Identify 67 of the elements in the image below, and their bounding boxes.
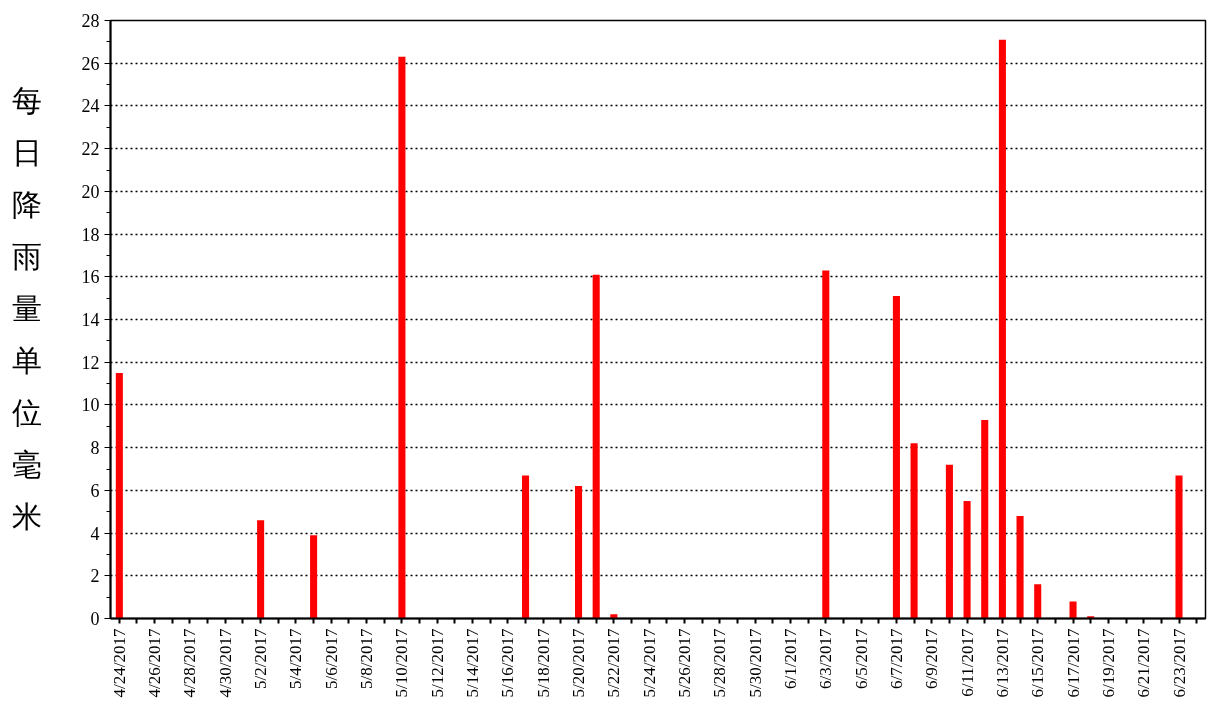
x-tick-label: 6/17/2017 (1063, 628, 1083, 698)
x-tick-label: 6/11/2017 (957, 628, 977, 697)
y-tick-label: 22 (81, 139, 100, 160)
x-tick-label: 5/12/2017 (427, 628, 447, 698)
bar (522, 475, 530, 619)
x-tick-label: 6/23/2017 (1169, 628, 1189, 698)
bar (1016, 515, 1024, 619)
x-tick-label: 5/10/2017 (392, 628, 412, 698)
text: 每日降雨量单位毫米 (12, 83, 42, 534)
x-tick-label: 5/18/2017 (533, 628, 553, 698)
bar (610, 614, 618, 619)
x-tick-label: 4/30/2017 (215, 628, 235, 698)
y-tick-label: 0 (90, 609, 100, 629)
x-tick-label: 5/16/2017 (498, 628, 518, 698)
x-tick-label: 4/28/2017 (180, 628, 200, 698)
x-tick-label: 4/26/2017 (145, 628, 165, 698)
bar (1069, 601, 1077, 619)
x-tick-label: 6/21/2017 (1134, 628, 1154, 698)
bar (592, 274, 600, 619)
x-tick-label: 6/5/2017 (851, 628, 871, 689)
y-tick-label: 2 (90, 566, 100, 587)
x-tick-label: 5/28/2017 (710, 628, 730, 698)
y-tick-label: 12 (81, 352, 100, 373)
x-tick-label: 5/14/2017 (463, 628, 483, 698)
x-tick-label: 6/9/2017 (922, 628, 942, 689)
bar (1087, 616, 1095, 619)
y-tick-label: 6 (90, 480, 100, 501)
bar (981, 419, 989, 619)
y-tick-label: 10 (81, 395, 100, 416)
bar (945, 464, 953, 619)
y-tick-label: 20 (81, 181, 100, 202)
y-tick-label: 4 (90, 523, 100, 544)
bar (892, 296, 900, 619)
y-tick-label: 14 (81, 310, 100, 330)
bar (574, 486, 583, 619)
y-tick-label: 18 (81, 224, 100, 245)
x-tick-label: 5/24/2017 (639, 628, 659, 698)
x-tick-label: 5/30/2017 (745, 628, 765, 698)
x-tick-label: 6/19/2017 (1098, 628, 1118, 698)
bar (822, 270, 830, 619)
x-tick-label: 5/22/2017 (604, 628, 624, 698)
x-tick-label: 5/4/2017 (286, 628, 306, 689)
bar (1175, 475, 1183, 619)
bar (910, 443, 918, 619)
y-tick-label: 16 (81, 267, 100, 288)
x-tick-label: 6/15/2017 (1028, 628, 1048, 698)
x-tick-label: 5/6/2017 (321, 628, 341, 689)
bar (998, 39, 1006, 619)
x-tick-label: 6/13/2017 (992, 628, 1012, 698)
x-tick-label: 5/2/2017 (251, 628, 271, 689)
y-tick-label: 24 (81, 96, 100, 117)
x-tick-label: 6/3/2017 (816, 628, 836, 689)
bar (257, 520, 265, 619)
bar (963, 501, 971, 619)
x-tick-label: 6/1/2017 (780, 628, 800, 689)
y-tick-label: 26 (81, 53, 100, 74)
x-tick-label: 6/7/2017 (886, 628, 906, 689)
bar (398, 56, 406, 619)
bar (1034, 584, 1042, 619)
x-tick-label: 5/26/2017 (674, 628, 694, 698)
y-tick-label: 8 (90, 438, 100, 459)
x-tick-label: 5/20/2017 (569, 628, 589, 698)
y-tick-label: 28 (81, 11, 100, 31)
x-tick-label: 4/24/2017 (109, 628, 129, 698)
x-tick-label: 5/8/2017 (357, 628, 377, 689)
bar (310, 535, 318, 619)
bar (115, 372, 123, 619)
